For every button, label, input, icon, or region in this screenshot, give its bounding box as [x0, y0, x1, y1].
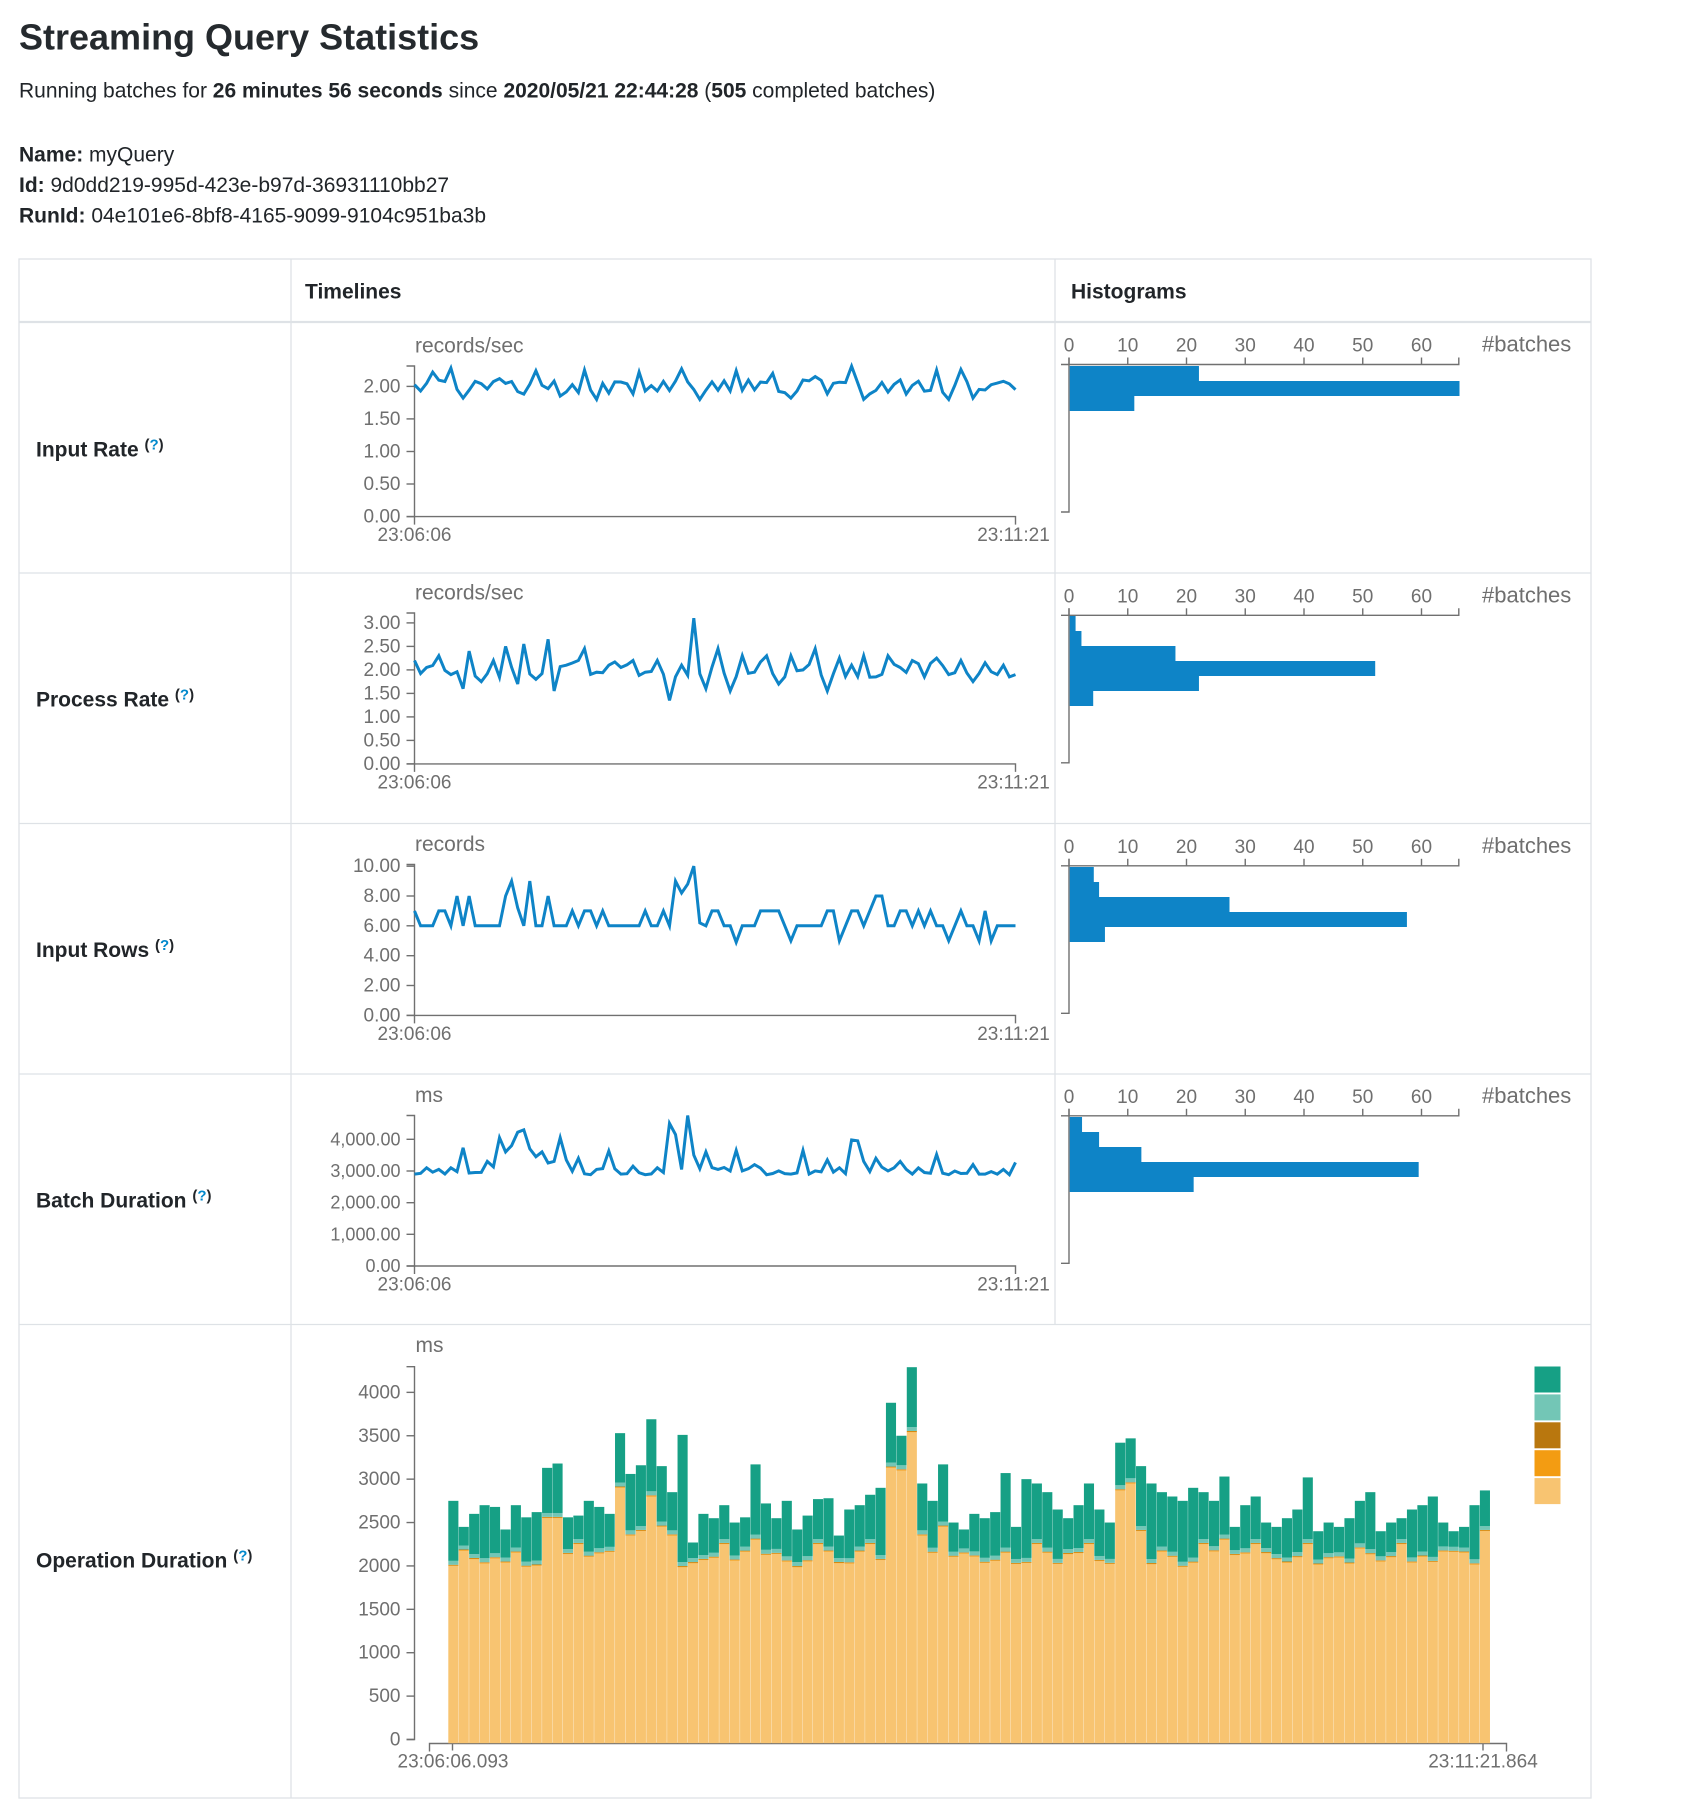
svg-text:0.50: 0.50: [364, 474, 401, 495]
svg-text:0.00: 0.00: [365, 1256, 400, 1276]
svg-text:10: 10: [1117, 336, 1138, 357]
svg-text:1.00: 1.00: [364, 707, 401, 728]
svg-text:Running batches for 26 minutes: Running batches for 26 minutes 56 second…: [19, 80, 935, 103]
svg-text:Process Rate (?): Process Rate (?): [36, 687, 194, 712]
svg-text:50: 50: [1352, 336, 1373, 357]
svg-text:2500: 2500: [358, 1513, 400, 1534]
svg-text:Timelines: Timelines: [305, 281, 402, 304]
svg-text:8.00: 8.00: [364, 886, 401, 907]
svg-text:1500: 1500: [358, 1599, 400, 1620]
svg-text:Id: 9d0dd219-995d-423e-b97d-36: Id: 9d0dd219-995d-423e-b97d-36931110bb27: [19, 174, 449, 197]
svg-text:2.00: 2.00: [364, 376, 401, 397]
svg-text:30: 30: [1235, 1087, 1256, 1108]
svg-text:10: 10: [1117, 586, 1138, 607]
svg-text:1.50: 1.50: [364, 683, 401, 704]
svg-text:40: 40: [1293, 837, 1314, 858]
svg-text:1.00: 1.00: [364, 442, 401, 463]
svg-text:Name: myQuery: Name: myQuery: [19, 143, 175, 166]
svg-text:50: 50: [1352, 586, 1373, 607]
svg-text:#batches: #batches: [1482, 833, 1571, 858]
svg-text:2,000.00: 2,000.00: [330, 1193, 400, 1213]
svg-text:4,000.00: 4,000.00: [330, 1129, 400, 1149]
svg-text:3500: 3500: [358, 1426, 400, 1447]
svg-text:23:06:06: 23:06:06: [378, 1275, 452, 1296]
svg-text:23:11:21: 23:11:21: [977, 1024, 1050, 1045]
svg-text:20: 20: [1176, 586, 1197, 607]
svg-text:0.00: 0.00: [364, 754, 401, 775]
svg-text:0: 0: [390, 1730, 401, 1751]
svg-text:1.50: 1.50: [364, 409, 401, 430]
svg-text:10: 10: [1117, 837, 1138, 858]
svg-text:RunId: 04e101e6-8bf8-4165-9099: RunId: 04e101e6-8bf8-4165-9099-9104c951b…: [19, 204, 486, 227]
svg-text:records/sec: records/sec: [415, 335, 524, 358]
svg-text:Batch Duration (?): Batch Duration (?): [36, 1188, 212, 1213]
svg-text:10.00: 10.00: [353, 856, 401, 877]
svg-text:Streaming Query Statistics: Streaming Query Statistics: [19, 17, 479, 58]
svg-text:ms: ms: [415, 1084, 443, 1107]
svg-text:2.00: 2.00: [364, 660, 401, 681]
svg-text:10: 10: [1117, 1087, 1138, 1108]
svg-text:Histograms: Histograms: [1071, 281, 1187, 304]
svg-text:records/sec: records/sec: [415, 582, 524, 605]
svg-text:0.50: 0.50: [364, 730, 401, 751]
svg-text:40: 40: [1293, 1087, 1314, 1108]
svg-text:23:06:06.093: 23:06:06.093: [398, 1752, 509, 1773]
svg-text:60: 60: [1411, 1087, 1432, 1108]
svg-text:0: 0: [1064, 1087, 1075, 1108]
svg-text:ms: ms: [416, 1334, 444, 1357]
svg-text:40: 40: [1293, 336, 1314, 357]
svg-text:#batches: #batches: [1482, 1083, 1571, 1108]
svg-text:20: 20: [1176, 837, 1197, 858]
svg-text:40: 40: [1293, 586, 1314, 607]
svg-text:0.00: 0.00: [364, 1005, 401, 1026]
svg-text:0: 0: [1064, 837, 1075, 858]
svg-text:3,000.00: 3,000.00: [330, 1161, 400, 1181]
svg-text:4000: 4000: [358, 1382, 400, 1403]
svg-text:1000: 1000: [358, 1643, 400, 1664]
svg-text:60: 60: [1411, 586, 1432, 607]
svg-text:2000: 2000: [358, 1556, 400, 1577]
svg-text:1,000.00: 1,000.00: [330, 1224, 400, 1244]
svg-text:50: 50: [1352, 1087, 1373, 1108]
svg-text:3000: 3000: [358, 1469, 400, 1490]
svg-text:20: 20: [1176, 1087, 1197, 1108]
svg-text:0.00: 0.00: [364, 507, 401, 528]
svg-text:23:11:21: 23:11:21: [977, 772, 1050, 793]
svg-text:2.00: 2.00: [364, 976, 401, 997]
svg-text:60: 60: [1411, 336, 1432, 357]
svg-text:0: 0: [1064, 336, 1075, 357]
svg-text:23:11:21: 23:11:21: [977, 525, 1050, 546]
svg-text:#batches: #batches: [1482, 582, 1571, 607]
svg-text:50: 50: [1352, 837, 1373, 858]
svg-text:4.00: 4.00: [364, 946, 401, 967]
svg-text:Operation Duration (?): Operation Duration (?): [36, 1548, 252, 1573]
svg-text:2.50: 2.50: [364, 636, 401, 657]
svg-text:23:06:06: 23:06:06: [378, 772, 452, 793]
svg-text:23:06:06: 23:06:06: [378, 525, 452, 546]
svg-text:30: 30: [1235, 837, 1256, 858]
svg-text:60: 60: [1411, 837, 1432, 858]
svg-text:30: 30: [1235, 336, 1256, 357]
svg-text:23:11:21.864: 23:11:21.864: [1428, 1752, 1538, 1773]
svg-text:3.00: 3.00: [364, 613, 401, 634]
svg-text:#batches: #batches: [1482, 332, 1571, 357]
svg-text:23:11:21: 23:11:21: [977, 1275, 1050, 1296]
svg-text:records: records: [415, 833, 485, 856]
svg-text:500: 500: [369, 1686, 401, 1707]
svg-text:Input Rate (?): Input Rate (?): [36, 437, 164, 462]
svg-text:Input Rows (?): Input Rows (?): [36, 937, 174, 962]
svg-text:0: 0: [1064, 586, 1075, 607]
svg-text:30: 30: [1235, 586, 1256, 607]
svg-text:23:06:06: 23:06:06: [378, 1024, 452, 1045]
svg-text:20: 20: [1176, 336, 1197, 357]
svg-text:6.00: 6.00: [364, 916, 401, 937]
